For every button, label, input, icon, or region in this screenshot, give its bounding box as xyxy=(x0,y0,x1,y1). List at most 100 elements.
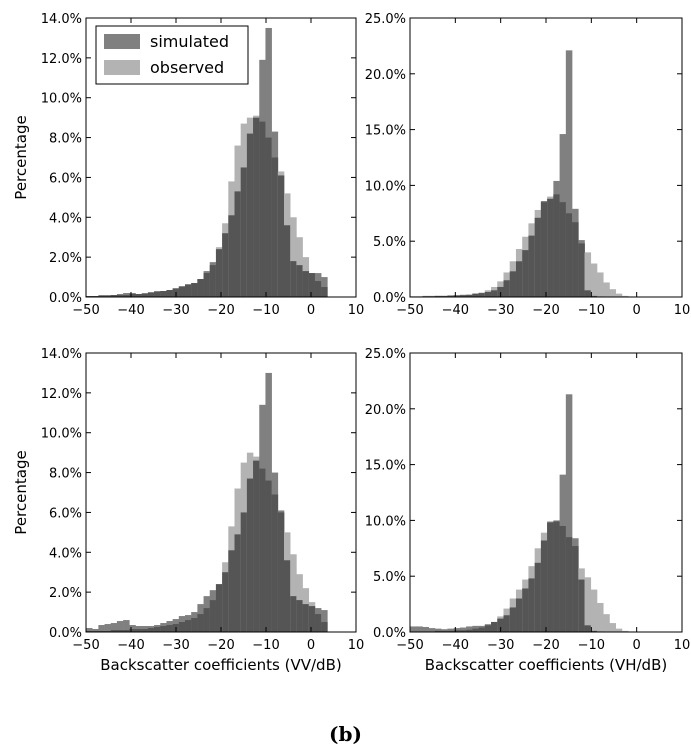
observed-bar xyxy=(621,630,629,632)
overlap-bar xyxy=(160,291,167,297)
x-tick-label: 0 xyxy=(633,638,641,653)
overlap-bar xyxy=(472,293,479,297)
y-tick-label: 2.0% xyxy=(49,251,82,266)
x-tick-label: −20 xyxy=(532,638,559,653)
y-tick-label: 0.0% xyxy=(373,626,406,641)
simulated-bar xyxy=(123,620,130,632)
overlap-bar xyxy=(478,627,486,632)
overlap-bar xyxy=(528,235,535,297)
legend-label-simulated: simulated xyxy=(150,32,229,51)
x-tick-label: −40 xyxy=(117,638,144,653)
y-tick-label: 6.0% xyxy=(49,506,82,521)
overlap-bar xyxy=(565,537,573,632)
overlap-bar xyxy=(185,285,192,297)
x-tick-label: −10 xyxy=(578,638,605,653)
overlap-bar xyxy=(197,279,204,297)
overlap-bar xyxy=(503,280,511,297)
legend-label-observed: observed xyxy=(150,58,224,77)
overlap-bar xyxy=(466,629,473,632)
overlap-bar xyxy=(215,249,223,297)
overlap-bar xyxy=(572,546,579,632)
simulated-bar xyxy=(459,627,467,632)
y-tick-label: 5.0% xyxy=(373,235,406,250)
observed-bar xyxy=(590,589,598,632)
overlap-bar xyxy=(228,550,235,632)
observed-bar xyxy=(609,623,616,632)
overlap-bar xyxy=(522,250,529,297)
y-tick-label: 10.0% xyxy=(41,427,82,442)
simulated-bar xyxy=(410,626,417,632)
overlap-bar xyxy=(135,294,142,297)
overlap-bar xyxy=(590,295,598,297)
simulated-bar xyxy=(447,628,454,632)
overlap-bar xyxy=(534,217,542,297)
x-tick-label: −50 xyxy=(72,303,99,318)
overlap-bar xyxy=(271,494,279,632)
overlap-bar xyxy=(284,560,291,632)
overlap-bar xyxy=(559,202,567,297)
overlap-bar xyxy=(290,596,297,632)
overlap-bar xyxy=(553,194,560,297)
overlap-bar xyxy=(116,630,124,632)
y-tick-label: 14.0% xyxy=(41,347,82,362)
overlap-bar xyxy=(147,293,155,297)
overlap-bar xyxy=(234,534,241,632)
overlap-bar xyxy=(459,295,467,297)
overlap-bar xyxy=(209,265,217,297)
y-tick-label: 14.0% xyxy=(41,12,82,27)
y-tick-label: 25.0% xyxy=(365,12,406,27)
histogram-bars xyxy=(410,394,635,632)
y-tick-label: 6.0% xyxy=(49,171,82,186)
overlap-bar xyxy=(166,290,173,297)
x-axis-label: Backscatter coefficients (VH/dB) xyxy=(425,656,667,674)
observed-bar xyxy=(597,272,604,297)
simulated-bar xyxy=(321,610,328,632)
simulated-bar xyxy=(98,625,105,632)
overlap-bar xyxy=(154,627,161,632)
y-tick-label: 20.0% xyxy=(365,403,406,418)
observed-bar xyxy=(590,263,598,297)
overlap-bar xyxy=(584,625,592,632)
simulated-bar xyxy=(422,626,429,632)
overlap-bar xyxy=(515,598,523,632)
x-tick-label: −30 xyxy=(162,303,189,318)
simulated-bar xyxy=(453,628,461,632)
x-tick-label: 10 xyxy=(674,638,691,653)
x-tick-label: −40 xyxy=(442,638,469,653)
overlap-bar xyxy=(314,614,322,632)
y-tick-label: 10.0% xyxy=(365,179,406,194)
overlap-bar xyxy=(578,243,585,297)
observed-bar xyxy=(584,252,592,297)
x-tick-label: −30 xyxy=(162,638,189,653)
overlap-bar xyxy=(246,478,254,632)
observed-bar xyxy=(603,282,610,297)
overlap-bar xyxy=(534,562,542,632)
x-axis-label: Backscatter coefficients (VV/dB) xyxy=(100,656,341,674)
overlap-bar xyxy=(453,295,461,297)
overlap-bar xyxy=(129,629,136,632)
overlap-bar xyxy=(253,117,260,297)
overlap-bar xyxy=(160,626,167,632)
overlap-bar xyxy=(147,628,155,632)
overlap-bar xyxy=(240,512,248,632)
observed-bar xyxy=(609,289,616,297)
legend-swatch-observed xyxy=(104,60,140,75)
overlap-bar xyxy=(497,286,504,297)
simulated-bar xyxy=(565,394,573,632)
overlap-bar xyxy=(277,175,285,297)
x-tick-label: −50 xyxy=(72,638,99,653)
overlap-bar xyxy=(590,630,598,632)
histogram-bars xyxy=(86,372,328,632)
x-tick-label: −20 xyxy=(207,303,234,318)
overlap-bar xyxy=(178,287,186,297)
legend-swatch-simulated xyxy=(104,34,140,49)
y-tick-label: 4.0% xyxy=(49,211,82,226)
overlap-bar xyxy=(259,468,266,632)
simulated-bar xyxy=(116,621,124,632)
overlap-bar xyxy=(540,540,548,632)
overlap-bar xyxy=(209,600,217,632)
overlap-bar xyxy=(141,294,149,297)
simulated-bar xyxy=(466,626,473,632)
overlap-bar xyxy=(584,290,592,297)
simulated-bar xyxy=(441,629,448,632)
